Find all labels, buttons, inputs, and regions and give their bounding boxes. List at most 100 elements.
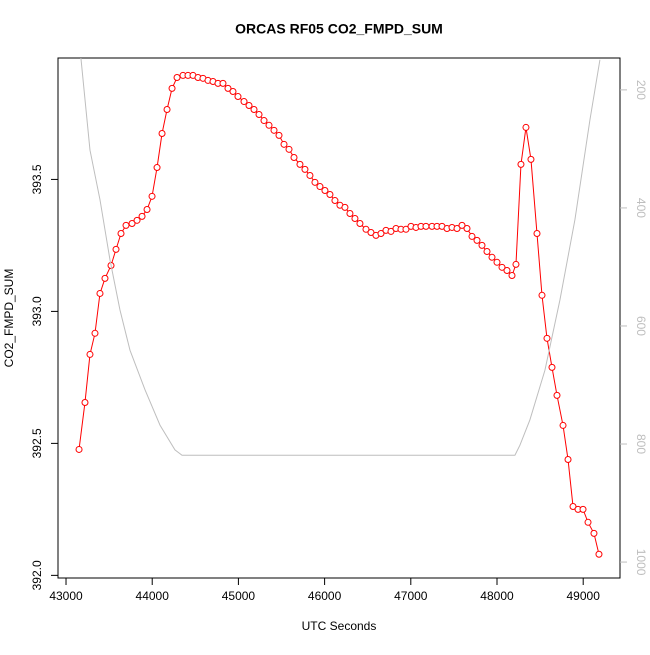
y-tick-label: 393.5 [30, 164, 44, 194]
data-point [301, 165, 309, 173]
data-point [341, 203, 349, 211]
data-point [91, 329, 99, 337]
data-point [508, 272, 516, 280]
data-point [153, 164, 161, 172]
data-point [280, 140, 288, 148]
x-axis-label: UTC Seconds [302, 619, 377, 633]
x-tick-label: 49000 [567, 589, 601, 603]
data-point [527, 155, 535, 163]
y2-tick-label: 200 [634, 80, 648, 100]
data-point [503, 266, 511, 274]
data-point [101, 274, 109, 282]
data-point [351, 214, 359, 222]
data-point [168, 84, 176, 92]
data-point [377, 230, 385, 238]
data-point [483, 247, 491, 255]
data-point [122, 221, 130, 229]
chart-title: ORCAS RF05 CO2_FMPD_SUM [235, 21, 443, 37]
y-axis-label: CO2_FMPD_SUM [2, 269, 16, 368]
data-point [512, 260, 520, 268]
data-point [584, 518, 592, 526]
data-point [356, 220, 364, 228]
data-point [362, 225, 370, 233]
data-point [590, 529, 598, 537]
x-tick-label: 46000 [308, 589, 342, 603]
data-point [163, 105, 171, 113]
data-point [96, 289, 104, 297]
data-point [473, 236, 481, 244]
data-point [522, 123, 530, 131]
plot-box [57, 57, 621, 579]
data-point [533, 230, 541, 238]
data-point [260, 117, 268, 125]
data-point [173, 74, 181, 82]
data-point [138, 212, 146, 220]
data-point [579, 505, 587, 513]
y2-tick-label: 400 [634, 198, 648, 218]
data-point [387, 227, 395, 235]
data-point [311, 178, 319, 186]
x-tick-label: 44000 [136, 589, 170, 603]
data-point [569, 502, 577, 510]
data-point [224, 84, 232, 92]
data-point [422, 222, 430, 230]
data-point [75, 445, 83, 453]
data-point [402, 225, 410, 233]
series-line [80, 58, 601, 456]
data-point [543, 334, 551, 342]
data-point [128, 220, 136, 228]
data-point [255, 110, 263, 118]
x-tick-label: 47000 [394, 589, 428, 603]
data-point [219, 79, 227, 87]
data-point [229, 88, 237, 96]
y2-tick-label: 800 [634, 434, 648, 454]
y2-tick-label: 600 [634, 316, 648, 336]
data-point [240, 98, 248, 106]
data-point [234, 93, 242, 101]
data-point [321, 187, 329, 195]
data-point [245, 102, 253, 110]
y-tick-label: 392.5 [30, 428, 44, 458]
data-point [81, 398, 89, 406]
data-point [296, 160, 304, 168]
y-tick-label: 393.0 [30, 296, 44, 326]
data-point [463, 225, 471, 233]
data-point [595, 550, 603, 558]
data-point [326, 190, 334, 198]
data-point [538, 291, 546, 299]
data-point [250, 105, 258, 113]
data-point [316, 183, 324, 191]
data-point [306, 171, 314, 179]
data-point [493, 258, 501, 266]
data-point [559, 421, 567, 429]
data-point [270, 126, 278, 134]
data-point [331, 197, 339, 205]
data-point [564, 455, 572, 463]
x-tick-label: 48000 [480, 589, 514, 603]
data-point [488, 253, 496, 261]
plot-area [75, 58, 603, 558]
data-point [367, 228, 375, 236]
data-point [117, 230, 125, 238]
x-tick-label: 43000 [49, 589, 83, 603]
data-point [290, 154, 298, 162]
data-point [148, 192, 156, 200]
data-point [468, 232, 476, 240]
data-point [548, 363, 556, 371]
data-point [346, 209, 354, 217]
data-point [285, 145, 293, 153]
data-point [517, 160, 525, 168]
y-tick-label: 392.0 [30, 560, 44, 590]
data-point [478, 241, 486, 249]
data-point [86, 350, 94, 358]
data-point [498, 263, 506, 271]
data-point [112, 245, 120, 253]
data-point [453, 225, 461, 233]
data-point [265, 121, 273, 129]
data-point [133, 216, 141, 224]
data-point [143, 206, 151, 214]
data-point [458, 221, 466, 229]
y2-tick-label: 1000 [634, 549, 648, 576]
